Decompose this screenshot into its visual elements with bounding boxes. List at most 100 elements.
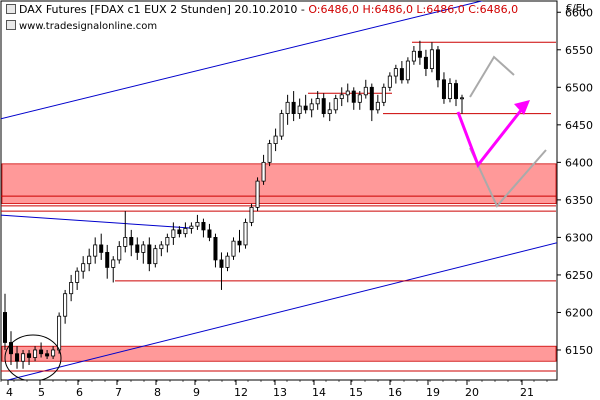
symbol-icon <box>6 4 16 14</box>
candle-body <box>147 244 152 265</box>
candle-body <box>183 227 188 235</box>
candle-body <box>291 101 296 114</box>
candle-body <box>441 79 446 99</box>
candle-body <box>117 246 122 261</box>
candle-body <box>285 101 290 114</box>
candle-body <box>333 98 338 111</box>
candle-body <box>39 349 44 355</box>
candle-body <box>21 353 26 362</box>
candle-body <box>453 83 458 99</box>
x-tick-label: 19 <box>426 386 440 399</box>
y-tick-label: 6500 <box>565 81 593 94</box>
candle-body <box>135 244 140 253</box>
candle-body <box>411 50 416 62</box>
x-tick-label: 12 <box>234 386 248 399</box>
candle-body <box>177 229 182 235</box>
candle-body <box>279 113 284 137</box>
candle-body <box>237 240 242 246</box>
y-tick-label: 6400 <box>565 156 593 169</box>
chart-header: DAX Futures [FDAX c1 EUX 2 Stunden] 20.1… <box>6 3 518 16</box>
candle-body <box>87 255 92 265</box>
resistance-zone-1 <box>1 345 557 362</box>
x-tick-label: 6 <box>76 386 83 399</box>
candle-body <box>261 161 266 182</box>
y-tick-label: 6550 <box>565 44 593 57</box>
candle-body <box>129 237 134 246</box>
candle-body <box>267 143 272 163</box>
drawing-layer <box>1 1 557 380</box>
candle-body <box>189 225 194 229</box>
scenario-path-upper <box>469 55 515 98</box>
candle-body <box>297 105 302 114</box>
ohlc-readout: O:6486,0 H:6486,0 L:6486,0 C:6486,0 <box>308 3 519 16</box>
currency-unit: €/EL <box>566 3 588 14</box>
candle-body <box>51 349 56 357</box>
trendline-1 <box>5 242 557 380</box>
x-tick-label: 20 <box>465 386 479 399</box>
y-tick-label: 6450 <box>565 119 593 132</box>
candle-body <box>63 293 68 317</box>
candle-body <box>405 60 410 81</box>
candle-body <box>213 237 218 261</box>
candle-body <box>351 90 356 103</box>
trendline-0 <box>1 1 484 120</box>
candle-body <box>399 68 404 81</box>
candle-body <box>207 229 212 238</box>
candle-body <box>339 94 344 99</box>
candle-body <box>429 49 434 69</box>
candle-body <box>327 109 332 114</box>
candle-body <box>363 86 368 96</box>
y-tick-label: 6200 <box>565 306 593 319</box>
website-icon <box>6 20 16 30</box>
candle-body <box>33 349 38 358</box>
x-tick-label: 15 <box>349 386 363 399</box>
low-marker-circle <box>4 334 62 380</box>
candle-body <box>387 75 392 88</box>
candle-body <box>57 315 62 351</box>
trendline-2 <box>1 214 191 229</box>
y-tick-label: 6350 <box>565 194 593 207</box>
candle-body <box>315 98 320 105</box>
y-tick-label: 6250 <box>565 269 593 282</box>
candle-body <box>225 255 230 268</box>
candle-body <box>435 49 440 81</box>
candle-body <box>309 103 314 111</box>
candle-body <box>27 353 32 358</box>
candle-body <box>69 282 74 295</box>
candle-body <box>393 68 398 77</box>
candle-body <box>45 353 50 357</box>
x-tick-label: 7 <box>115 386 122 399</box>
candle-body <box>381 86 386 103</box>
candle-body <box>273 135 278 144</box>
candle-body <box>123 237 128 247</box>
projection-arrowhead <box>514 100 530 115</box>
candle-body <box>447 83 452 99</box>
candle-body <box>9 342 14 355</box>
y-tick-label: 6600 <box>565 6 593 19</box>
candle-body <box>375 101 380 111</box>
candle-body <box>303 105 308 111</box>
watermark-url: www.tradesignalonline.com <box>6 20 157 32</box>
x-tick-label: 5 <box>38 386 45 399</box>
candle-body <box>159 244 164 250</box>
candle-body <box>3 312 8 343</box>
candle-body <box>153 248 158 265</box>
candle-body <box>111 259 116 268</box>
candle-body <box>357 94 362 103</box>
candle-body <box>75 270 80 283</box>
candle-body <box>255 180 260 208</box>
candle-body <box>141 244 146 253</box>
candle-body <box>105 252 110 268</box>
candle-body <box>249 206 254 223</box>
scenario-path-lower <box>469 147 547 208</box>
x-tick-label: 13 <box>273 386 287 399</box>
candle-body <box>459 97 464 100</box>
projection-path <box>456 108 524 169</box>
website-label: www.tradesignalonline.com <box>19 21 158 32</box>
instrument-label: DAX Futures [FDAX c1 EUX 2 Stunden] 20.1… <box>19 3 309 16</box>
candle-body <box>243 221 248 246</box>
candle-body <box>171 229 176 238</box>
candle-body <box>15 353 20 362</box>
candle-body <box>345 90 350 96</box>
